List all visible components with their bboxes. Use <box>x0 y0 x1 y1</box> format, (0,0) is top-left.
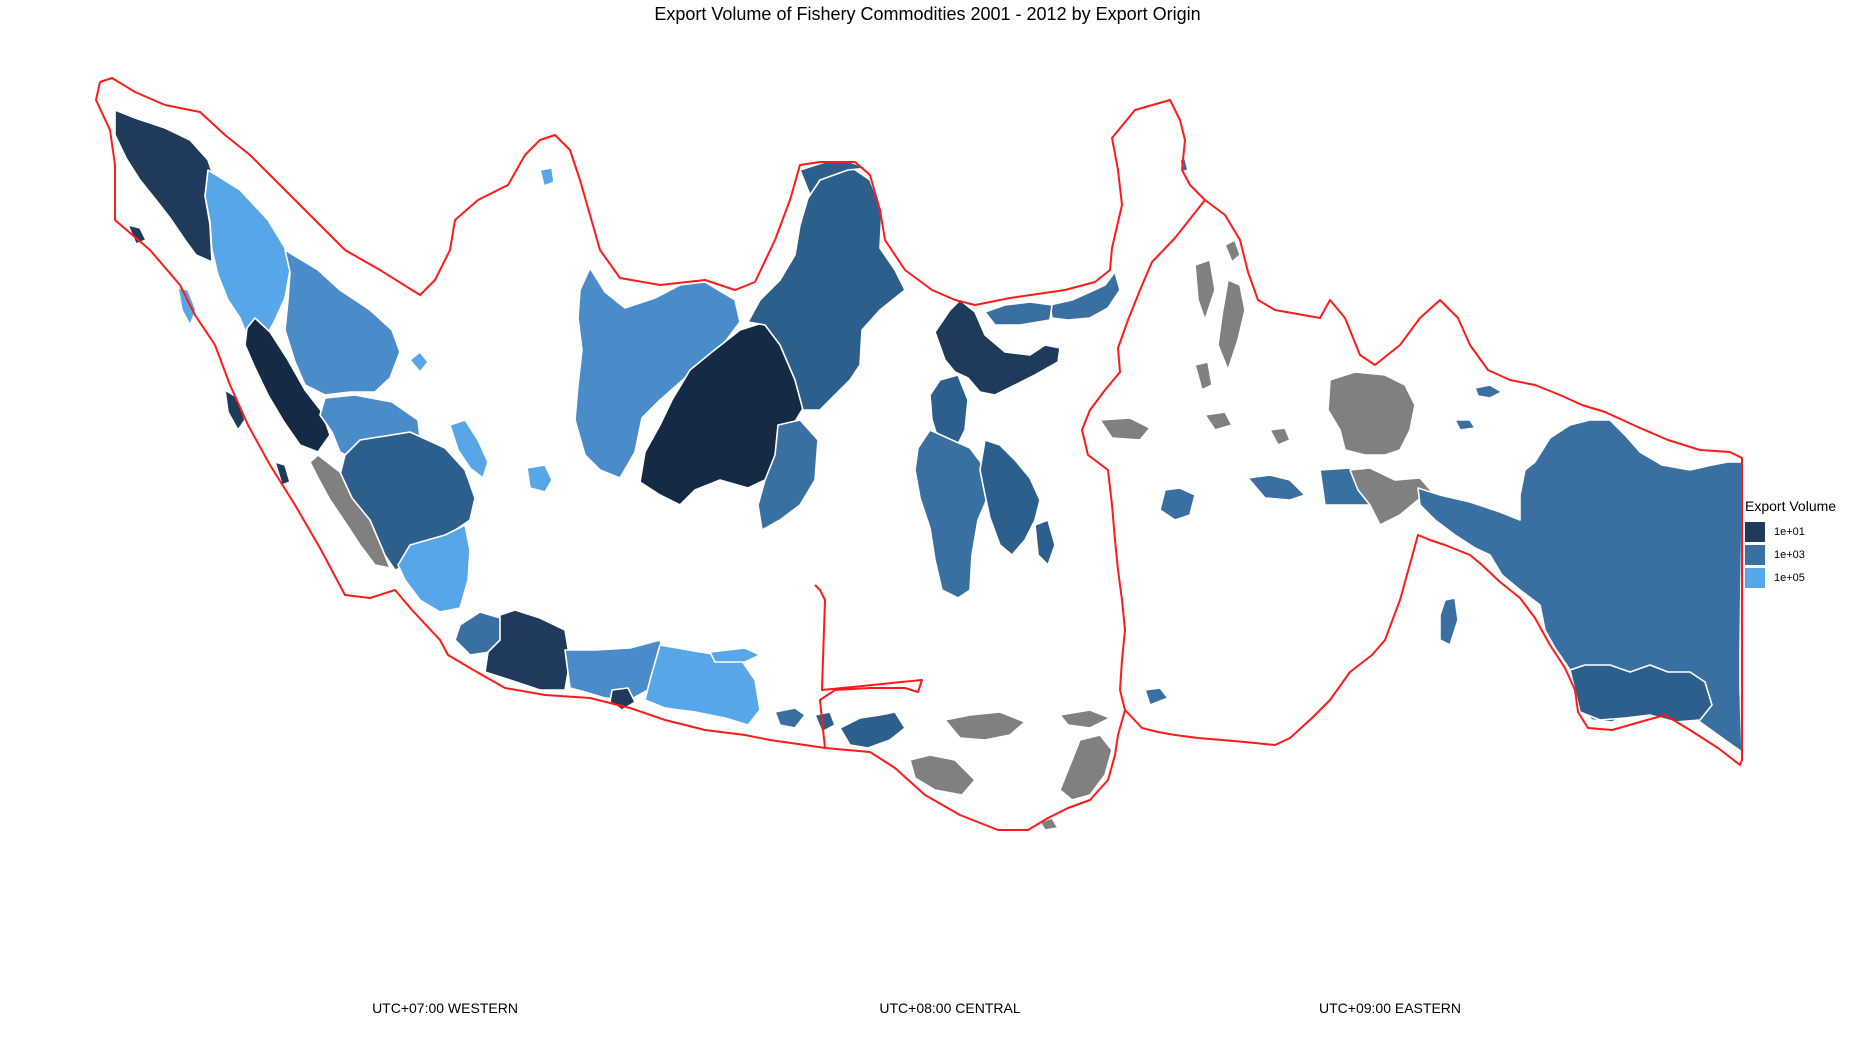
province-biak <box>1454 384 1503 431</box>
legend-title: Export Volume <box>1745 498 1837 514</box>
province-southeast-sulawesi <box>979 439 1056 566</box>
legend-item: 1e+01 <box>1745 520 1836 543</box>
province-north-maluku <box>1194 239 1246 431</box>
legend-label: 1e+03 <box>1774 548 1805 561</box>
province-south-kalimantan <box>757 419 819 531</box>
province-belitung <box>526 464 553 493</box>
legend-key-1 <box>1745 521 1765 542</box>
central-zone-provinces <box>774 157 1189 831</box>
map-legend: Export Volume 1e+01 1e+03 1e+05 <box>1745 498 1836 589</box>
legend-item: 1e+05 <box>1745 566 1836 589</box>
eastern-zone-outline <box>1124 199 1743 766</box>
province-north-sulawesi <box>1049 271 1121 321</box>
province-maluku <box>1099 417 1291 446</box>
province-north-sumatra <box>204 169 291 346</box>
province-bali <box>774 707 806 729</box>
zone-label-eastern: UTC+09:00 EASTERN <box>1319 1000 1461 1016</box>
province-east-kalimantan <box>747 164 906 411</box>
province-west-kalimantan <box>574 267 741 479</box>
legend-label: 1e+05 <box>1774 571 1805 584</box>
province-west-nusa-tenggara <box>814 711 906 749</box>
timezone-borders <box>95 77 1743 831</box>
province-west-java <box>484 609 571 691</box>
province-west-sumatra <box>244 317 331 453</box>
western-zone-outline <box>95 81 923 749</box>
western-zone-border <box>99 77 1206 306</box>
legend-label: 1e+01 <box>1774 525 1805 538</box>
zone-label-central: UTC+08:00 CENTRAL <box>879 1000 1021 1016</box>
province-central-sulawesi <box>934 299 1061 396</box>
province-lampung <box>397 524 471 613</box>
central-zone-outline <box>824 199 1206 831</box>
legend-key-3 <box>1745 567 1765 588</box>
province-madura <box>709 647 761 663</box>
map-title: Export Volume of Fishery Commodities 200… <box>654 4 1201 24</box>
province-gorontalo <box>984 301 1053 326</box>
province-south-sulawesi <box>914 429 991 599</box>
province-bengkulu <box>309 454 391 569</box>
zone-label-western: UTC+07:00 WESTERN <box>372 1000 518 1016</box>
province-east-nusa-tenggara <box>909 709 1113 831</box>
province-papua-south <box>1569 664 1713 723</box>
province-riau <box>284 249 401 396</box>
legend-item: 1e+03 <box>1745 543 1836 566</box>
province-bangka <box>449 419 489 479</box>
province-simeulue <box>127 224 147 245</box>
western-zone-provinces <box>114 109 761 726</box>
legend-key-2 <box>1745 544 1765 565</box>
eastern-zone-provinces <box>1099 239 1743 753</box>
province-aceh <box>114 109 215 263</box>
province-riau-islands <box>177 167 555 373</box>
kalimantan-provinces <box>574 161 906 531</box>
province-kei-aru <box>1144 597 1459 706</box>
